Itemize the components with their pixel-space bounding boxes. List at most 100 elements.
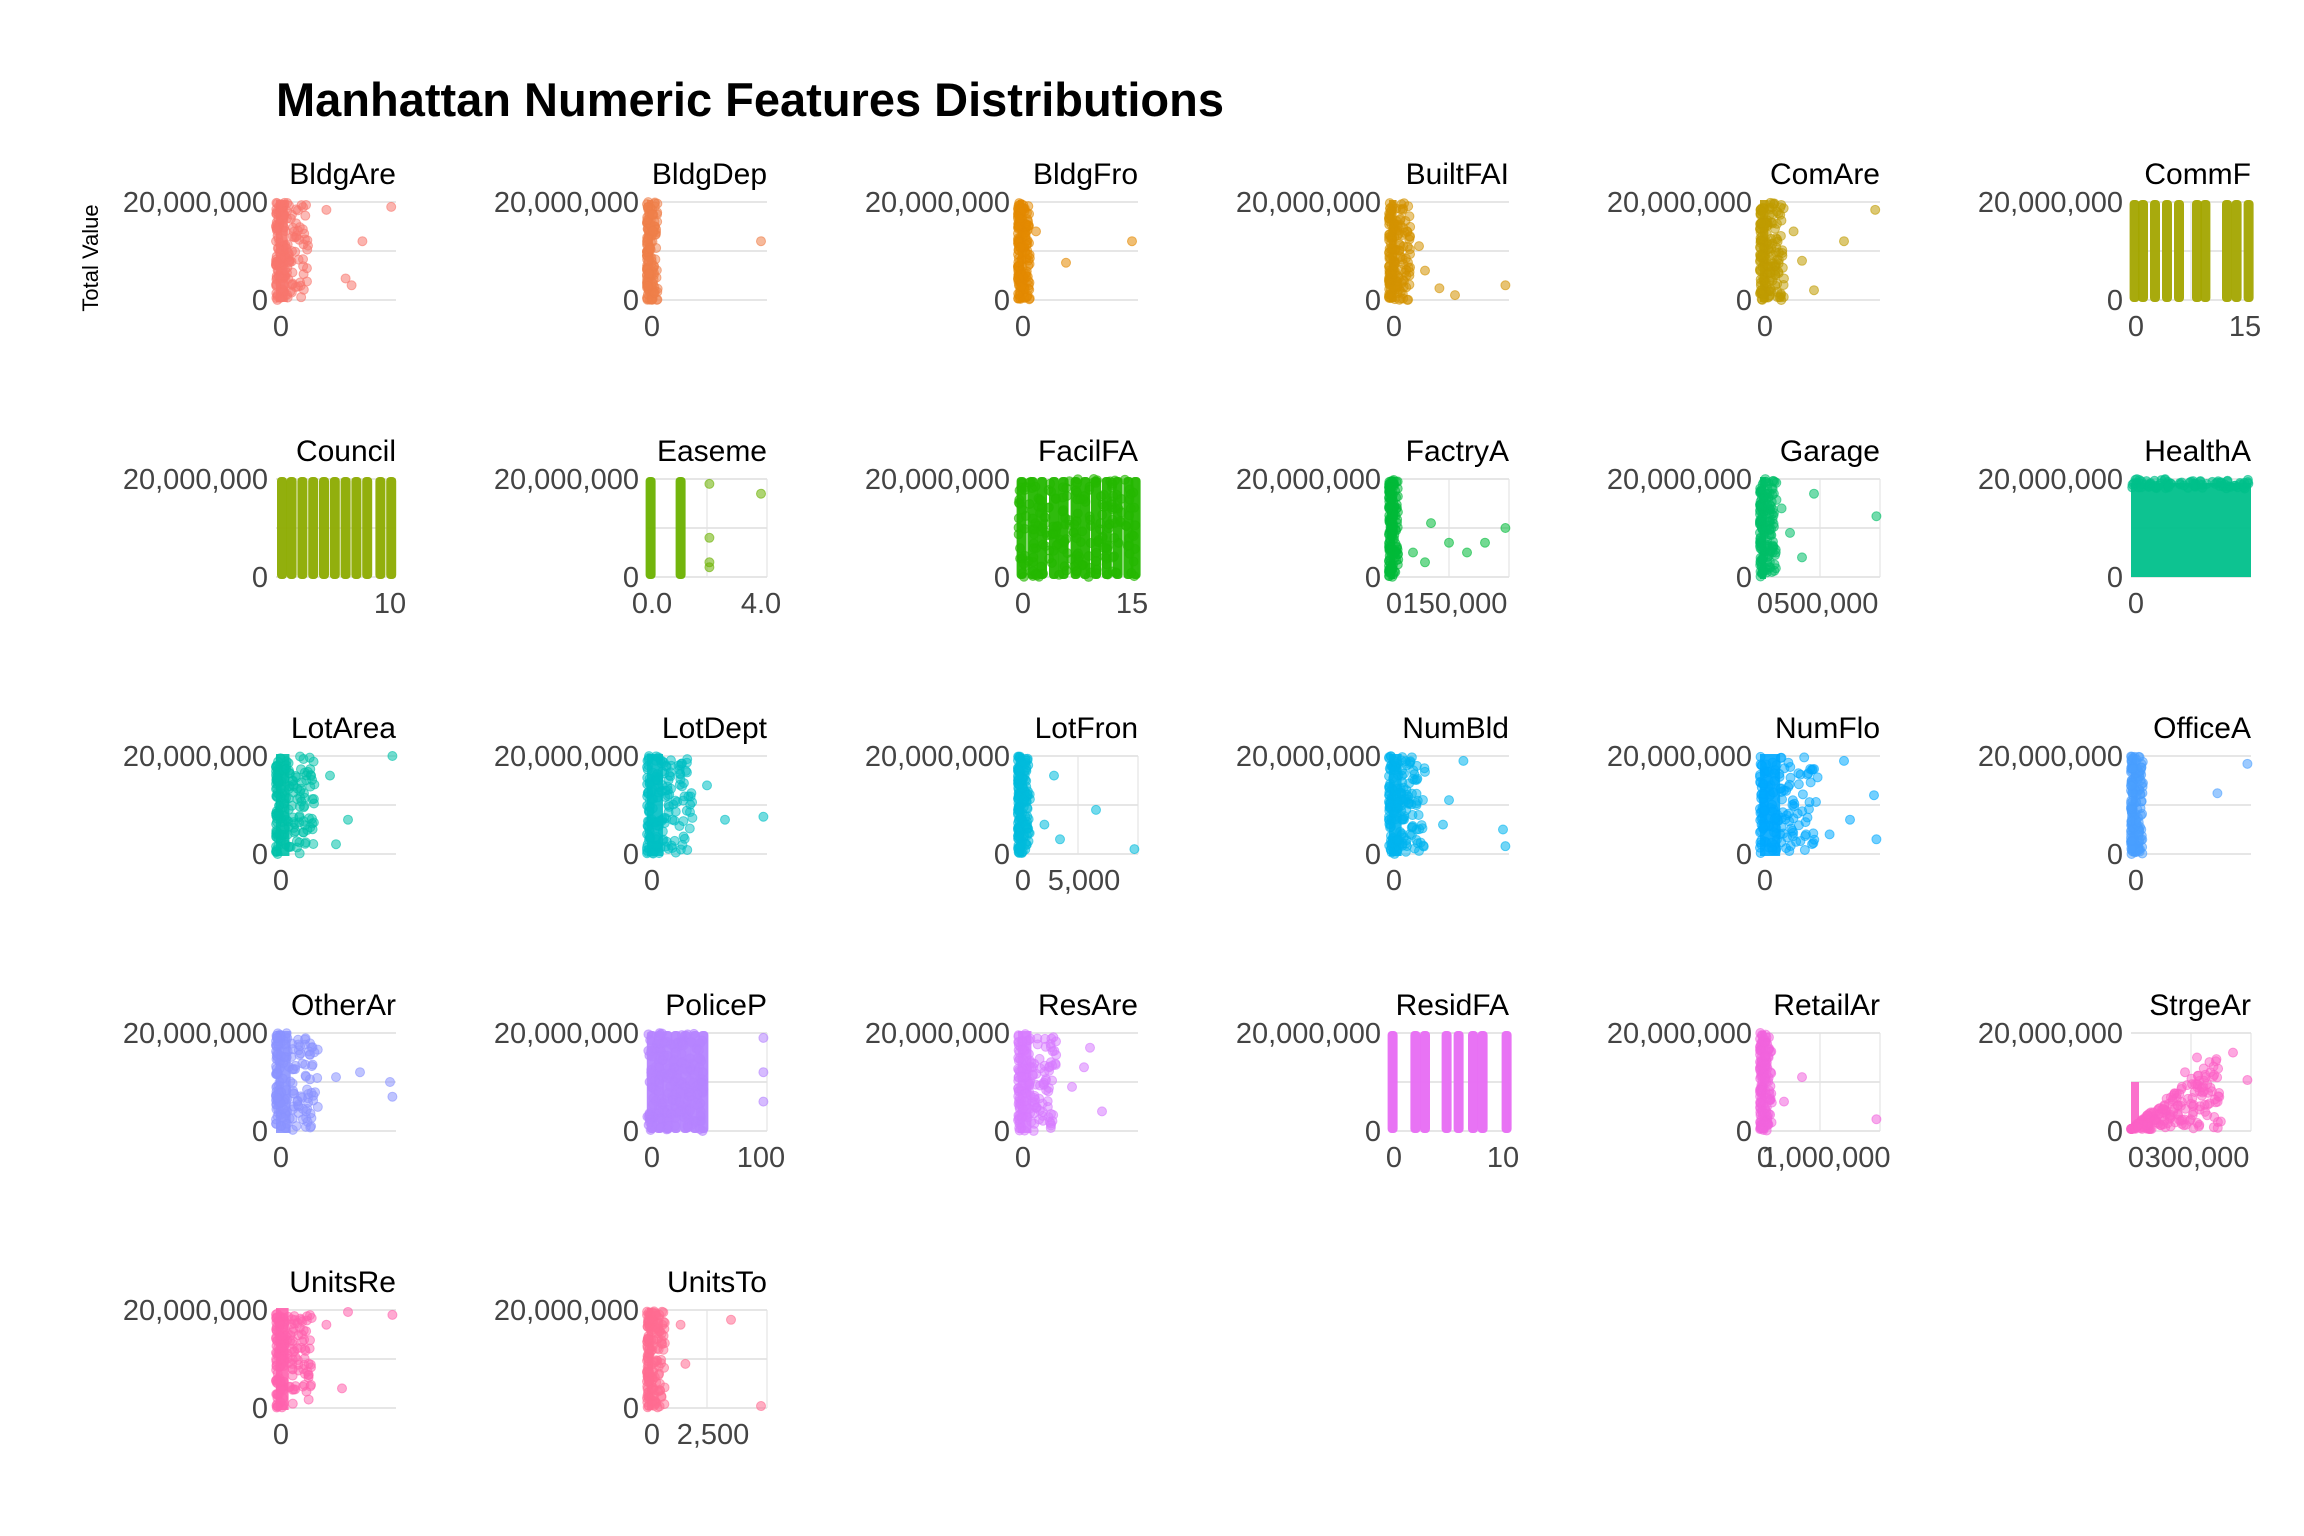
data-point	[1084, 484, 1095, 495]
x-tick-label: 5,000	[1048, 865, 1121, 897]
data-point	[1073, 548, 1084, 559]
data-point	[2209, 1094, 2220, 1105]
y-tick-label: 20,000,000	[1978, 741, 2123, 773]
data-point	[1779, 1096, 1789, 1107]
data-point	[305, 1310, 316, 1321]
data-point	[1391, 215, 1402, 226]
x-tick-label: 0	[1015, 311, 1031, 343]
data-point	[284, 257, 295, 268]
data-point	[2126, 780, 2137, 791]
data-point	[1406, 788, 1417, 799]
data-point	[308, 839, 319, 850]
data-point	[1014, 1123, 1025, 1134]
data-point	[1014, 213, 1025, 224]
data-point	[1020, 510, 1031, 521]
data-point	[1130, 520, 1141, 531]
y-tick-label: 20,000,000	[123, 1295, 268, 1327]
data-point	[2174, 200, 2184, 302]
facet-panel: LotArea 20,000,000 00	[123, 712, 398, 897]
data-point	[2188, 479, 2199, 490]
facet-label: RetailAr	[1773, 989, 1880, 1022]
data-point	[1075, 494, 1086, 505]
y-tick-label: 0	[1736, 285, 1752, 317]
data-point	[2180, 1067, 2190, 1078]
data-point	[1020, 230, 1031, 241]
x-tick-label: 2,500	[677, 1419, 750, 1451]
data-point	[2131, 1082, 2139, 1131]
data-point	[1500, 841, 1511, 852]
data-point	[1409, 774, 1420, 785]
y-tick-label: 0	[252, 1116, 268, 1148]
data-point	[1809, 488, 1819, 499]
data-point	[2176, 1097, 2187, 1108]
data-point	[1392, 834, 1403, 845]
data-point	[1015, 543, 1026, 554]
data-point	[682, 844, 693, 855]
data-point	[387, 751, 398, 761]
data-point	[1404, 244, 1415, 255]
data-point	[282, 289, 293, 300]
data-point	[340, 273, 351, 284]
data-point	[343, 814, 353, 825]
data-point	[301, 775, 312, 786]
y-tick-label: 20,000,000	[123, 464, 268, 496]
facet-label: Easeme	[657, 435, 767, 468]
data-point	[2150, 200, 2160, 302]
facet-label: OtherAr	[291, 989, 396, 1022]
data-point	[1079, 1062, 1089, 1073]
data-point	[681, 757, 692, 768]
data-point	[642, 280, 653, 291]
data-point	[1020, 482, 1031, 493]
y-tick-label: 20,000,000	[865, 741, 1010, 773]
data-point	[1783, 808, 1794, 819]
data-point	[1061, 257, 1071, 268]
facet-panel: ResidFA 20,000,000 00 10	[1236, 989, 1519, 1174]
data-point	[2176, 1081, 2187, 1092]
data-point	[2230, 480, 2241, 491]
data-point	[1477, 1031, 1488, 1133]
data-point	[643, 255, 654, 266]
y-tick-label: 20,000,000	[1236, 1018, 1381, 1050]
data-point	[1755, 266, 1766, 277]
data-point	[1028, 1125, 1039, 1136]
data-point	[386, 201, 397, 212]
y-tick-label: 0	[1736, 562, 1752, 594]
facet-panel: UnitsRe 20,000,000 00	[123, 1266, 398, 1451]
data-point	[675, 1319, 686, 1330]
data-point	[1803, 804, 1814, 815]
facet-panel: Council 20,000,000 0 10	[123, 435, 406, 620]
x-tick-label: 0	[273, 865, 289, 897]
y-tick-label: 20,000,000	[865, 464, 1010, 496]
x-tick-label: 0.0	[632, 588, 672, 620]
y-tick-label: 0	[623, 285, 639, 317]
data-point	[1388, 773, 1399, 784]
data-point	[321, 204, 332, 215]
data-point	[288, 1384, 299, 1395]
y-tick-label: 20,000,000	[494, 1018, 639, 1050]
data-point	[1013, 771, 1024, 782]
chart-title: Manhattan Numeric Features Distributions	[276, 73, 1224, 126]
y-tick-label: 20,000,000	[494, 187, 639, 219]
data-point	[1755, 285, 1766, 296]
data-point	[2131, 483, 2251, 577]
y-tick-label: 0	[1365, 839, 1381, 871]
facet-label: CommF	[2144, 158, 2251, 191]
y-axis-label: Total Value	[78, 204, 103, 311]
data-point	[1389, 259, 1400, 270]
data-point	[1071, 533, 1082, 544]
data-point	[1785, 527, 1795, 538]
data-point	[288, 1085, 299, 1096]
data-point	[663, 800, 674, 811]
data-point	[1024, 249, 1035, 260]
data-point	[2135, 775, 2146, 786]
data-point	[2212, 1072, 2223, 1083]
data-point	[1392, 282, 1403, 293]
data-point	[1807, 764, 1818, 775]
facet-label: FacilFA	[1038, 435, 1138, 468]
data-point	[1024, 1078, 1035, 1089]
data-point	[1408, 547, 1418, 558]
data-point	[299, 1344, 310, 1355]
data-point	[1051, 540, 1062, 551]
data-point	[1458, 755, 1469, 766]
